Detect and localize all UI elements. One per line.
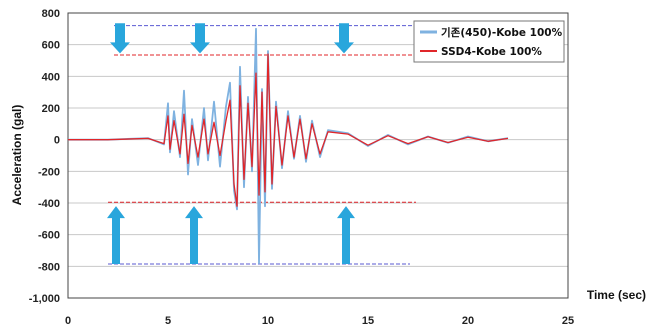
series-lines [68, 27, 509, 265]
y-tick-label: -1,000 [29, 293, 60, 305]
legend-label: SSD4-Kobe 100% [441, 46, 542, 58]
y-tick-label: 600 [42, 40, 60, 52]
y-tick-label: 800 [42, 8, 60, 20]
x-tick-label: 5 [165, 315, 171, 327]
y-tick-label: -400 [38, 198, 60, 210]
plot-area [67, 12, 569, 299]
series-line [68, 53, 509, 207]
legend-box [413, 20, 565, 63]
up-arrow-icon [185, 206, 203, 264]
y-tick-label: 400 [42, 71, 60, 83]
x-tick-label: 10 [262, 315, 274, 327]
x-axis-label: Time (sec) [587, 288, 646, 302]
y-tick-label: -800 [38, 261, 60, 273]
y-tick-label: 0 [54, 135, 60, 147]
y-tick-labels: 800 600 400 200 0 -200 -400 -600 -800 -1,000 [29, 8, 60, 305]
y-tick-label: -200 [38, 166, 60, 178]
y-axis-label: Acceleration (gal) [10, 105, 24, 206]
y-tick-label: 200 [42, 103, 60, 115]
x-tick-labels: 0 5 10 15 20 25 [65, 315, 574, 327]
legend: 기존(450)-Kobe 100% SSD4-Kobe 100% [413, 20, 565, 63]
reference-lines [108, 25, 448, 265]
x-tick-label: 20 [462, 315, 474, 327]
legend-label: 기존(450)-Kobe 100% [441, 26, 563, 39]
x-tick-label: 15 [362, 315, 374, 327]
down-arrow-icon [334, 23, 354, 54]
x-tick-label: 0 [65, 315, 71, 327]
down-arrow-icon [190, 23, 210, 54]
series-line [68, 27, 509, 265]
y-tick-label: -600 [38, 230, 60, 242]
up-arrow-icon [337, 206, 355, 264]
x-tick-label: 25 [562, 315, 574, 327]
down-arrow-icon [110, 23, 130, 54]
up-arrow-icon [107, 206, 125, 264]
arrows [107, 23, 355, 264]
